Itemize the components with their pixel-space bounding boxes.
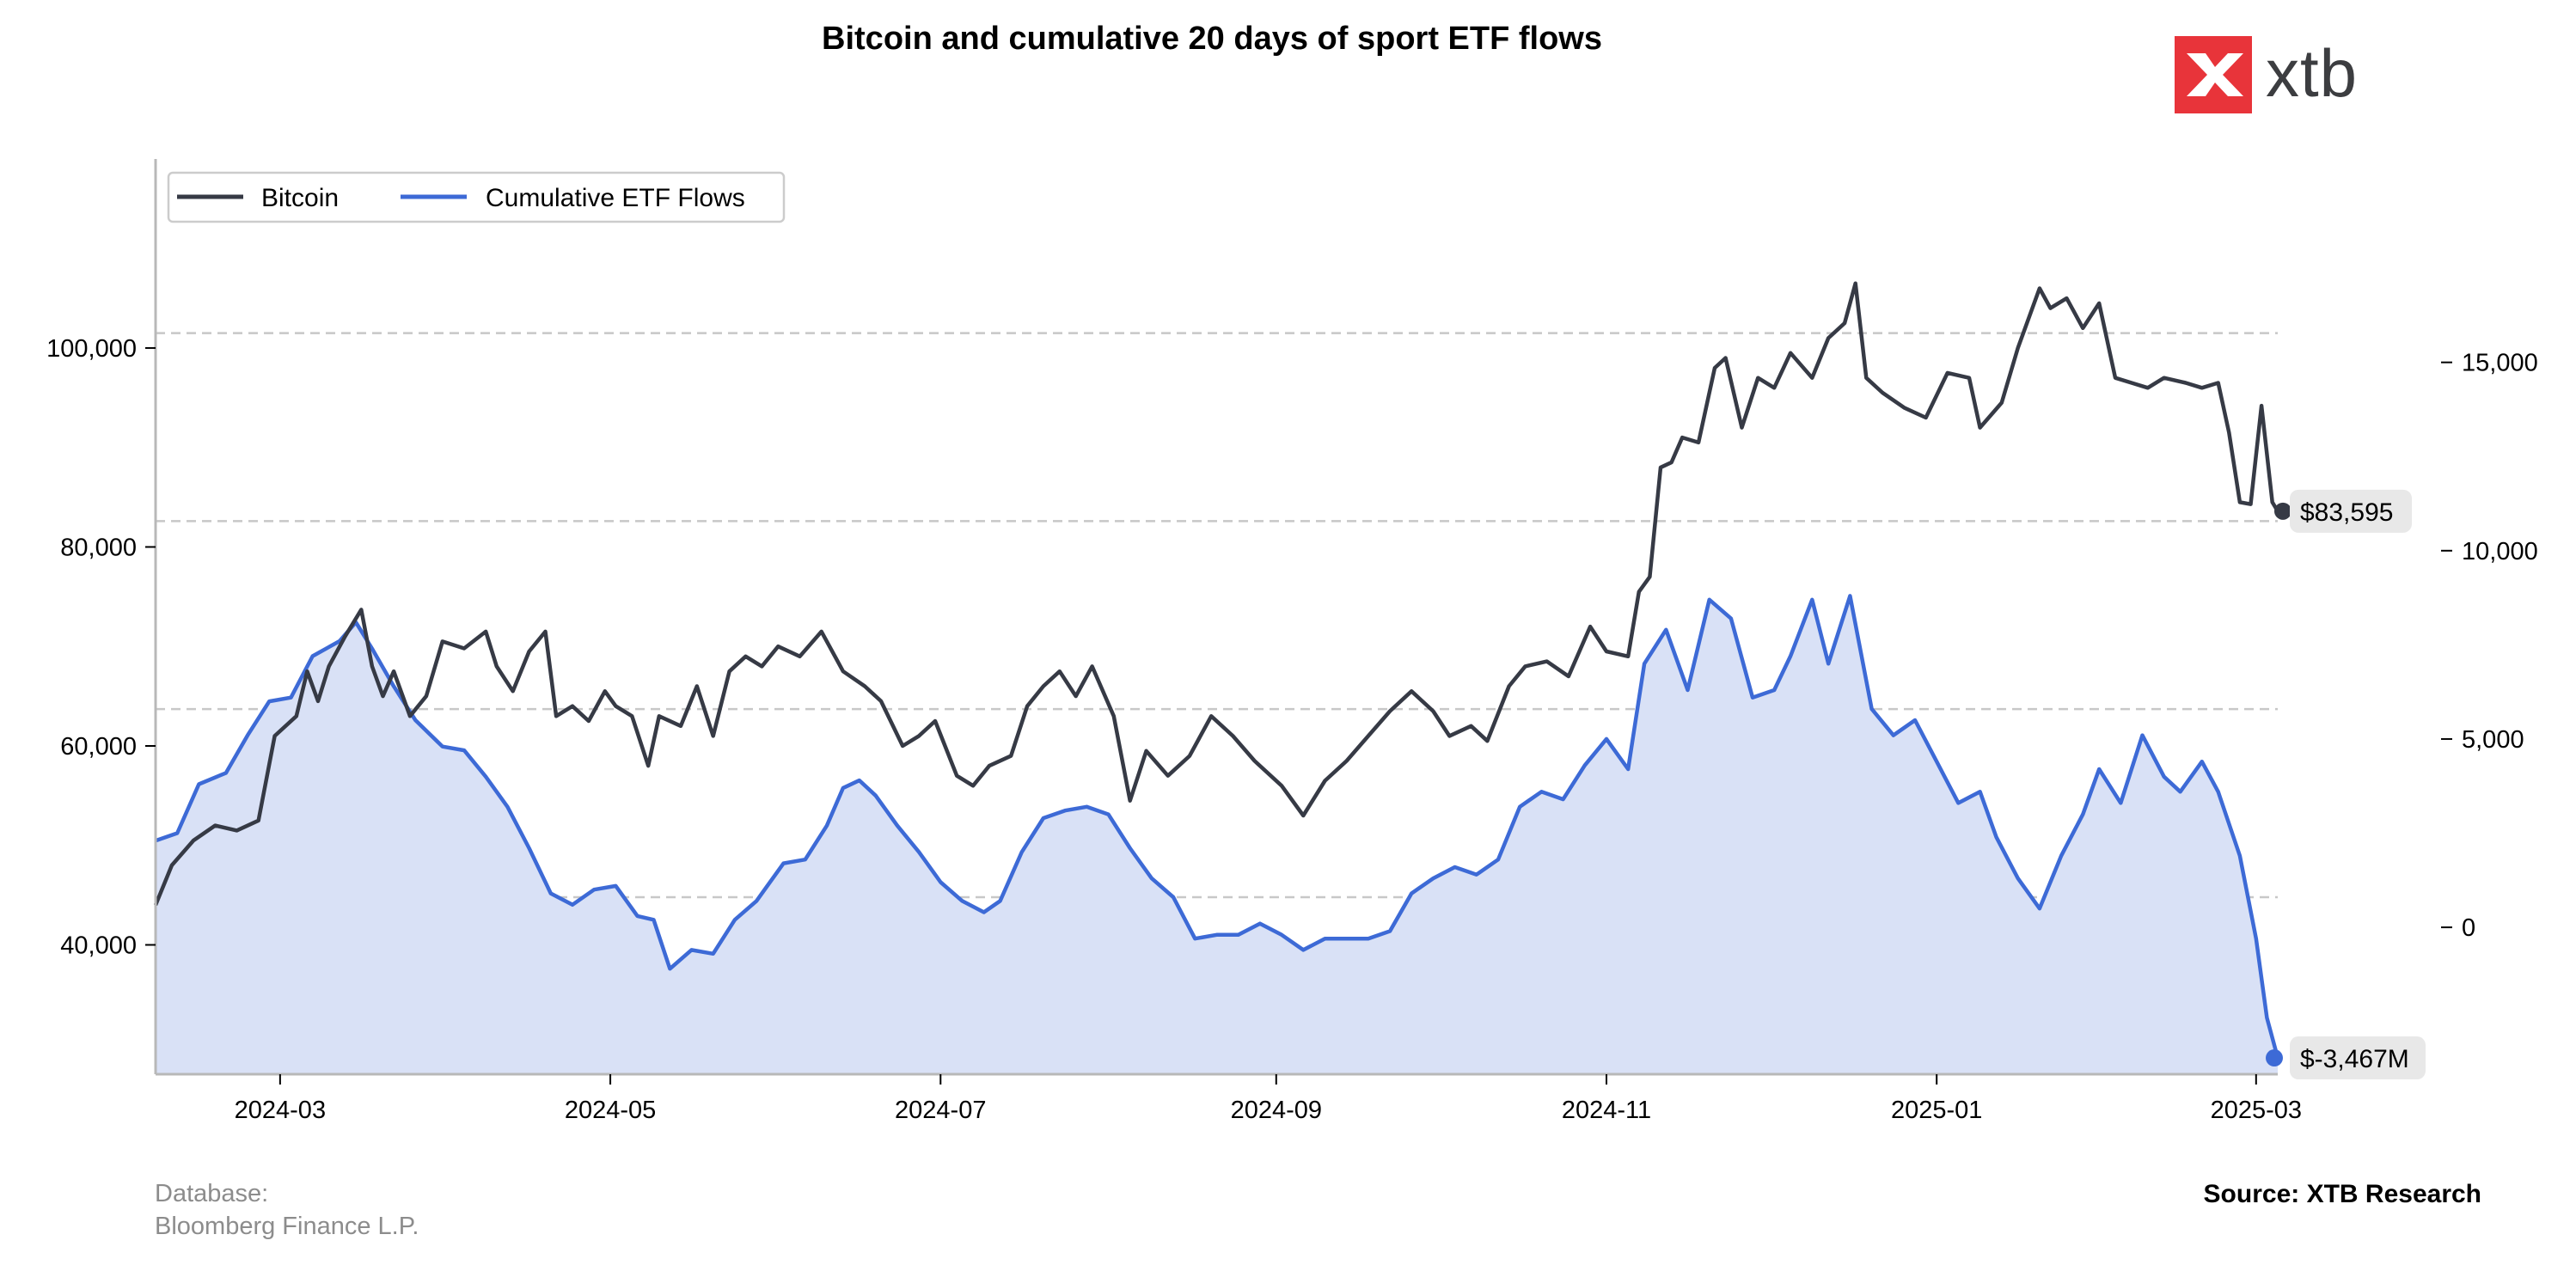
right-tick-label-0: 0 — [2462, 914, 2475, 942]
right-axis-ticks: 0 5,000 10,000 15,000 — [2441, 350, 2538, 942]
right-tick-label-1: 5,000 — [2462, 726, 2524, 754]
right-tick-label-2: 10,000 — [2462, 538, 2538, 565]
legend-frame — [167, 171, 786, 223]
legend-label-bitcoin: Bitcoin — [261, 184, 339, 212]
bitcoin-end-point — [2274, 502, 2291, 520]
flows-area-fill — [156, 596, 2278, 1074]
x-tick-label-5: 2025-01 — [1891, 1097, 1982, 1124]
bitcoin-value-badge — [2290, 489, 2412, 533]
series-line-cumulative-etf-flows — [155, 594, 2280, 1059]
x-tick-label-4: 2024-11 — [1562, 1097, 1651, 1124]
x-tick-label-3: 2024-09 — [1231, 1097, 1322, 1124]
footer-database-label: Database: — [155, 1180, 269, 1207]
left-axis-ticks: 40,000 60,000 80,000 100,000 — [46, 335, 156, 960]
x-tick-label-0: 2024-03 — [235, 1097, 326, 1124]
left-tick-label-3: 100,000 — [46, 335, 137, 363]
end-markers: $83,595 $-3,467M — [2266, 489, 2426, 1080]
left-tick-label-1: 60,000 — [60, 733, 137, 761]
legend: Bitcoin Cumulative ETF Flows — [167, 171, 786, 223]
x-axis-ticks: 2024-03 2024-05 2024-07 2024-09 2024-11 2025-… — [235, 1074, 2302, 1124]
footer-database-source: Bloomberg Finance L.P. — [155, 1213, 419, 1240]
x-tick-label-6: 2025-03 — [2211, 1097, 2302, 1124]
right-tick-label-3: 15,000 — [2462, 350, 2538, 377]
flows-value-label: $-3,467M — [2300, 1045, 2409, 1073]
footer-source: Source: XTB Research — [2203, 1180, 2481, 1208]
x-tick-label-1: 2024-05 — [565, 1097, 656, 1124]
axes — [154, 159, 2278, 1076]
left-tick-label-0: 40,000 — [60, 932, 137, 960]
x-tick-label-2: 2024-07 — [895, 1097, 986, 1124]
bitcoin-value-label: $83,595 — [2300, 498, 2393, 527]
legend-label-cumulative-etf-flows: Cumulative ETF Flows — [486, 184, 745, 212]
x-brand-icon — [2175, 36, 2252, 113]
flows-end-point — [2266, 1049, 2283, 1067]
chart-title: Bitcoin and cumulative 20 days of sport … — [822, 21, 1602, 57]
flows-value-badge — [2290, 1036, 2426, 1080]
series-line-bitcoin — [153, 281, 2279, 907]
footer-database: Database: Bloomberg Finance L.P. — [155, 1177, 419, 1243]
left-tick-label-2: 80,000 — [60, 534, 137, 561]
logo-wordmark: xtb — [2266, 35, 2359, 111]
xtb-logo: xtb — [2175, 36, 2389, 115]
